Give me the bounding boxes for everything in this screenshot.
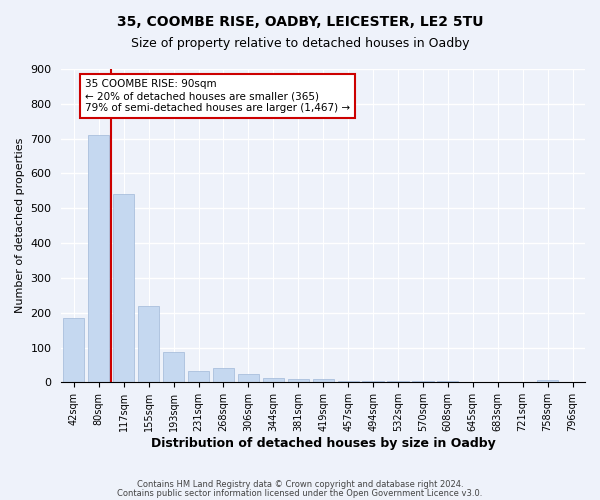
Bar [238,374,259,382]
Text: Size of property relative to detached houses in Oadby: Size of property relative to detached ho… [131,38,469,51]
Bar [113,194,134,382]
Text: Contains HM Land Registry data © Crown copyright and database right 2024.: Contains HM Land Registry data © Crown c… [137,480,463,489]
Text: 35 COOMBE RISE: 90sqm
← 20% of detached houses are smaller (365)
79% of semi-det: 35 COOMBE RISE: 90sqm ← 20% of detached … [85,80,350,112]
Bar [338,380,359,382]
Bar [388,381,409,382]
Bar [63,318,85,382]
Bar [188,371,209,382]
X-axis label: Distribution of detached houses by size in Oadby: Distribution of detached houses by size … [151,437,496,450]
Bar [287,379,309,382]
Bar [88,135,109,382]
Bar [163,352,184,382]
Bar [537,380,558,382]
Text: Contains public sector information licensed under the Open Government Licence v3: Contains public sector information licen… [118,488,482,498]
Text: 35, COOMBE RISE, OADBY, LEICESTER, LE2 5TU: 35, COOMBE RISE, OADBY, LEICESTER, LE2 5… [117,15,483,29]
Bar [362,380,383,382]
Bar [412,381,434,382]
Bar [213,368,234,382]
Bar [263,378,284,382]
Y-axis label: Number of detached properties: Number of detached properties [15,138,25,314]
Bar [313,379,334,382]
Bar [138,306,159,382]
